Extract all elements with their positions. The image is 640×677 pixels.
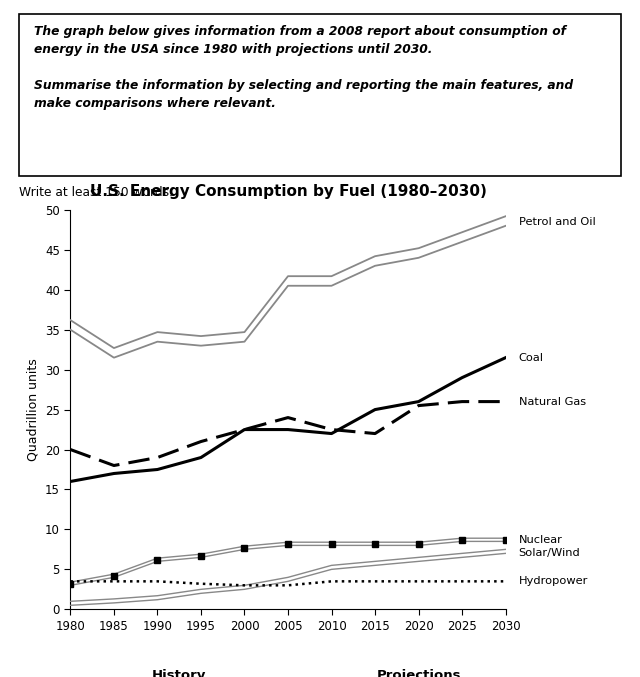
Text: Hydropower: Hydropower bbox=[518, 576, 588, 586]
Text: Natural Gas: Natural Gas bbox=[518, 397, 586, 407]
Text: Coal: Coal bbox=[518, 353, 543, 363]
Text: Petrol and Oil: Petrol and Oil bbox=[518, 217, 595, 227]
FancyBboxPatch shape bbox=[19, 14, 621, 176]
Text: Nuclear: Nuclear bbox=[518, 535, 563, 545]
Text: Write at least 150 words.: Write at least 150 words. bbox=[19, 186, 173, 199]
Text: Solar/Wind: Solar/Wind bbox=[518, 548, 580, 559]
Text: Projections: Projections bbox=[376, 669, 461, 677]
Y-axis label: Quadrillion units: Quadrillion units bbox=[26, 358, 40, 461]
Text: History: History bbox=[152, 669, 206, 677]
Text: The graph below gives information from a 2008 report about consumption of
energy: The graph below gives information from a… bbox=[34, 25, 573, 110]
Title: U.S. Energy Consumption by Fuel (1980–2030): U.S. Energy Consumption by Fuel (1980–20… bbox=[90, 184, 486, 199]
